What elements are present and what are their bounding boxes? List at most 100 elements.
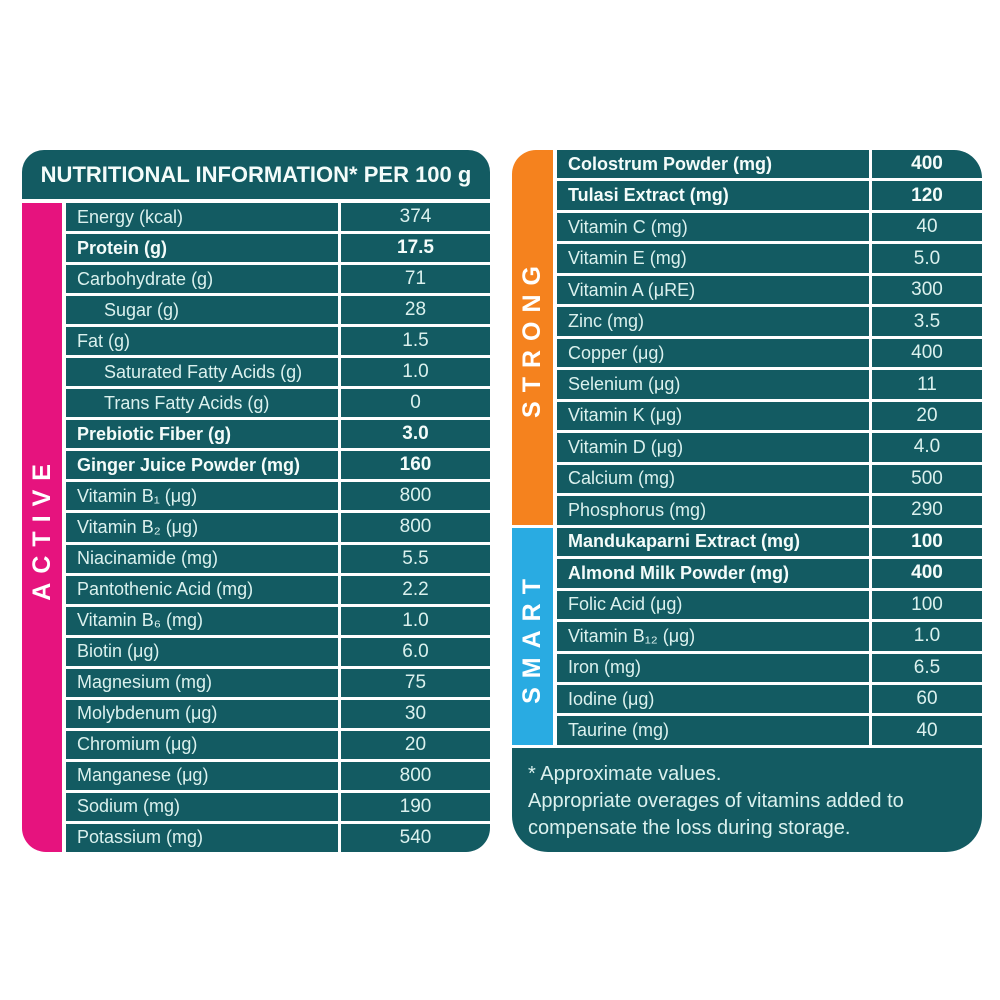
row-label: Prebiotic Fiber (g): [66, 420, 338, 449]
strong-smart-table-area: STRONG SMART Colostrum Powder (mg) 400 Tul…: [512, 150, 982, 745]
row-label: Vitamin A (μRE): [557, 275, 869, 305]
row-label: Molybdenum (μg): [66, 699, 338, 728]
table-row: Folic Acid (μg) 100: [557, 590, 982, 620]
table-row: Energy (kcal) 374: [66, 203, 490, 232]
row-value: 400: [872, 338, 982, 368]
table-row: Potassium (mg) 540: [66, 823, 490, 852]
table-row: Selenium (μg) 11: [557, 370, 982, 399]
row-value: 100: [872, 527, 982, 557]
smart-band: SMART: [512, 528, 553, 745]
row-label: Energy (kcal): [66, 203, 338, 232]
row-value: 2.2: [341, 575, 490, 604]
row-value: 500: [872, 464, 982, 494]
table-row: Prebiotic Fiber (g) 3.0: [66, 420, 490, 449]
active-band: ACTIVE: [22, 203, 62, 852]
table-row: Vitamin C (mg) 40: [557, 212, 982, 242]
row-label: Trans Fatty Acids (g): [66, 389, 338, 418]
row-label: Mandukaparni Extract (mg): [557, 527, 869, 557]
row-label: Vitamin E (mg): [557, 244, 869, 273]
table-row: Taurine (mg) 40: [557, 716, 982, 745]
row-value: 3.0: [341, 420, 490, 449]
row-label: Protein (g): [66, 234, 338, 263]
row-label: Sugar (g): [66, 296, 338, 325]
active-panel: NUTRITIONAL INFORMATION* PER 100 g ACTIV…: [22, 150, 490, 852]
table-row: Vitamin B₆ (mg) 1.0: [66, 606, 490, 635]
row-label: Selenium (μg): [557, 370, 869, 399]
row-value: 11: [872, 370, 982, 399]
row-label: Folic Acid (μg): [557, 590, 869, 620]
row-label: Almond Milk Powder (mg): [557, 559, 869, 588]
row-value: 120: [872, 181, 982, 210]
table-row: Trans Fatty Acids (g) 0: [66, 389, 490, 418]
row-value: 100: [872, 590, 982, 620]
row-value: 400: [872, 559, 982, 588]
row-label: Copper (μg): [557, 338, 869, 368]
row-value: 30: [341, 699, 490, 728]
row-label: Colostrum Powder (mg): [557, 150, 869, 179]
row-label: Niacinamide (mg): [66, 544, 338, 573]
row-value: 20: [872, 401, 982, 431]
row-label: Ginger Juice Powder (mg): [66, 451, 338, 480]
row-label: Vitamin D (μg): [557, 433, 869, 462]
row-value: 160: [341, 451, 490, 480]
table-row: Pantothenic Acid (mg) 2.2: [66, 575, 490, 604]
row-label: Magnesium (mg): [66, 668, 338, 697]
row-label: Biotin (μg): [66, 637, 338, 666]
row-value: 40: [872, 212, 982, 242]
table-row: Protein (g) 17.5: [66, 234, 490, 263]
table-row: Zinc (mg) 3.5: [557, 307, 982, 336]
row-label: Phosphorus (mg): [557, 496, 869, 525]
active-panel-body: ACTIVE Energy (kcal) 374 Protein (g) 17.5 Ca…: [22, 203, 490, 852]
active-nutrition-table: Energy (kcal) 374 Protein (g) 17.5 Carbohydr…: [66, 203, 490, 852]
row-value: 800: [341, 761, 490, 790]
strong-smart-nutrition-table: Colostrum Powder (mg) 400 Tulasi Extract (…: [557, 150, 982, 745]
table-row: Molybdenum (μg) 30: [66, 699, 490, 728]
table-row: Niacinamide (mg) 5.5: [66, 544, 490, 573]
table-row: Saturated Fatty Acids (g) 1.0: [66, 358, 490, 387]
row-label: Vitamin C (mg): [557, 212, 869, 242]
row-value: 3.5: [872, 307, 982, 336]
footnote: * Approximate values. Appropriate overag…: [512, 748, 982, 852]
table-row: Iodine (μg) 60: [557, 684, 982, 714]
row-label: Pantothenic Acid (mg): [66, 575, 338, 604]
row-value: 290: [872, 496, 982, 525]
row-label: Vitamin B₂ (μg): [66, 513, 338, 542]
row-label: Manganese (μg): [66, 761, 338, 790]
row-value: 28: [341, 296, 490, 325]
row-value: 4.0: [872, 433, 982, 462]
table-row: Sugar (g) 28: [66, 296, 490, 325]
panel-title: NUTRITIONAL INFORMATION* PER 100 g: [22, 150, 490, 199]
row-value: 190: [341, 792, 490, 821]
row-label: Saturated Fatty Acids (g): [66, 358, 338, 387]
table-row: Biotin (μg) 6.0: [66, 637, 490, 666]
table-row: Copper (μg) 400: [557, 338, 982, 368]
table-row: Almond Milk Powder (mg) 400: [557, 559, 982, 588]
table-row: Vitamin E (mg) 5.0: [557, 244, 982, 273]
table-row: Vitamin B₂ (μg) 800: [66, 513, 490, 542]
row-value: 300: [872, 275, 982, 305]
row-value: 60: [872, 684, 982, 714]
row-value: 17.5: [341, 234, 490, 263]
row-value: 71: [341, 265, 490, 294]
row-value: 1.0: [341, 358, 490, 387]
row-value: 374: [341, 203, 490, 232]
row-value: 800: [341, 513, 490, 542]
row-value: 800: [341, 482, 490, 511]
category-bands: STRONG SMART: [512, 150, 553, 745]
table-row: Sodium (mg) 190: [66, 792, 490, 821]
row-label: Zinc (mg): [557, 307, 869, 336]
row-label: Vitamin B₁₂ (μg): [557, 622, 869, 651]
row-value: 1.5: [341, 327, 490, 356]
table-row: Magnesium (mg) 75: [66, 668, 490, 697]
table-row: Chromium (μg) 20: [66, 730, 490, 759]
row-label: Iodine (μg): [557, 684, 869, 714]
smart-band-label: SMART: [518, 569, 546, 704]
row-value: 5.5: [341, 544, 490, 573]
strong-smart-panel: STRONG SMART Colostrum Powder (mg) 400 Tul…: [512, 150, 982, 852]
strong-band: STRONG: [512, 150, 553, 525]
row-value: 75: [341, 668, 490, 697]
table-row: Carbohydrate (g) 71: [66, 265, 490, 294]
table-row: Tulasi Extract (mg) 120: [557, 181, 982, 210]
row-label: Iron (mg): [557, 653, 869, 682]
